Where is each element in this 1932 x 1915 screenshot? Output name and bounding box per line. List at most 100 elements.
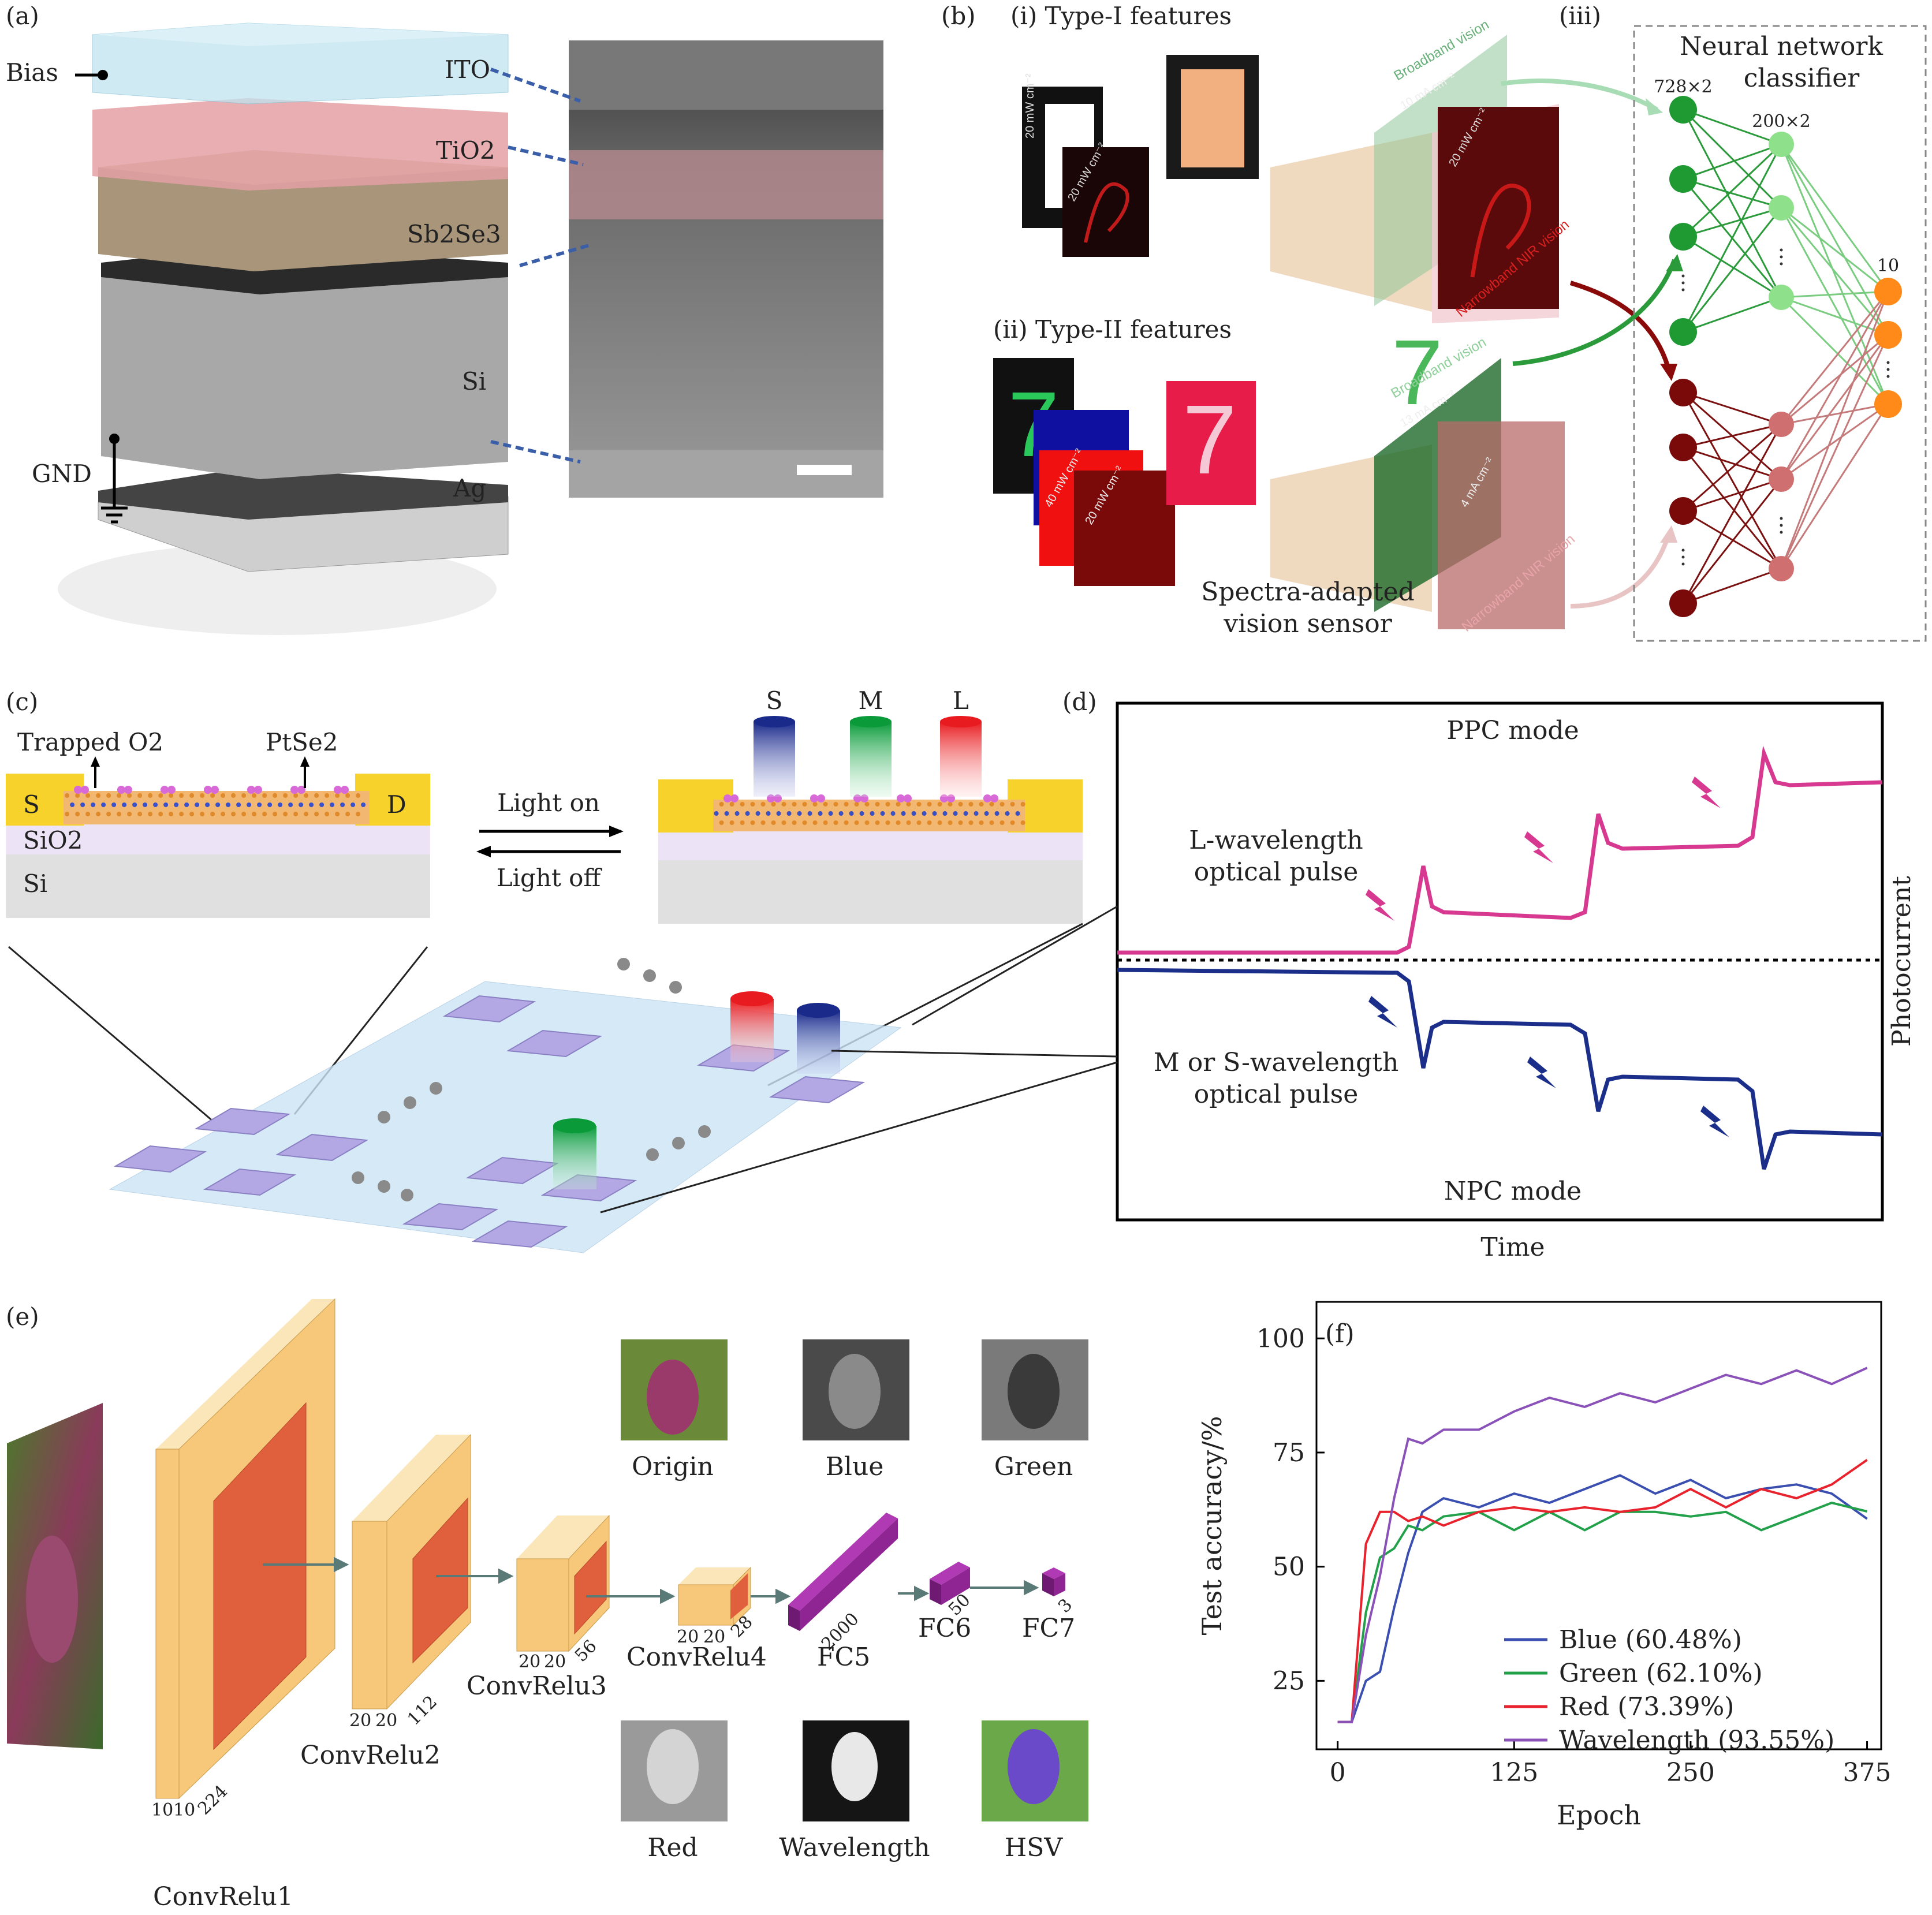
nn-edge: [1781, 290, 1889, 298]
lattice-atom: [241, 812, 247, 816]
lattice-atom: [771, 802, 776, 807]
nn-hidden-node: [1769, 556, 1794, 581]
convrelu1-block: [155, 1298, 335, 1800]
nn-title-1: Neural network: [1680, 32, 1883, 61]
nn-edge: [1780, 404, 1889, 569]
lattice-atom: [714, 811, 719, 816]
oxygen-molecule: [817, 794, 825, 802]
lattice-atom: [345, 812, 350, 816]
nn-hidden-node: [1769, 285, 1794, 310]
nn-ellipsis: [1886, 368, 1890, 371]
lattice-atom: [210, 793, 215, 798]
lattice-atom: [356, 812, 361, 816]
nn-edge: [1682, 392, 1782, 569]
lattice-atom: [750, 820, 755, 825]
led-l-label: L: [953, 686, 969, 715]
lattice-atom: [896, 820, 901, 825]
lattice-atom: [293, 793, 299, 798]
lightning-icon: [1524, 831, 1553, 863]
nn-input-node: [1669, 589, 1697, 617]
oxygen-molecule: [341, 786, 349, 794]
nn-edge: [1683, 478, 1782, 512]
lattice-atom: [1005, 811, 1010, 816]
lattice-atom: [999, 820, 1005, 825]
lattice-atom: [724, 811, 729, 816]
panel-d-label: (d): [1062, 688, 1097, 716]
nn-ellipsis: [1681, 555, 1685, 559]
svg-text:7: 7: [1183, 385, 1237, 495]
lattice-atom: [189, 793, 195, 798]
output-size: 10: [1877, 256, 1899, 276]
lattice-atom: [241, 793, 247, 798]
lattice-atom: [880, 811, 885, 816]
lattice-atom: [143, 802, 148, 807]
lightning-icon: [1527, 1057, 1556, 1088]
panel-c-label: (c): [6, 688, 38, 716]
lattice-atom: [148, 793, 153, 798]
lattice-atom: [948, 802, 953, 807]
lattice-atom: [968, 802, 974, 807]
oxygen-molecule: [74, 786, 82, 794]
nn-hidden-node: [1769, 412, 1794, 437]
device-shadow: [58, 543, 497, 635]
conv1-kernel: [213, 1402, 307, 1750]
lattice-atom: [729, 802, 734, 807]
photocurrent-axis-label: Photocurrent: [1887, 876, 1916, 1047]
lattice-atom: [236, 802, 241, 807]
convrelu2-block: [352, 1434, 471, 1710]
lattice-atom: [719, 802, 724, 807]
lattice-atom: [937, 802, 942, 807]
oxygen-molecule: [730, 794, 739, 802]
lattice-atom: [169, 793, 174, 798]
lattice-atom: [760, 802, 766, 807]
lattice-atom: [163, 802, 169, 807]
lattice-atom: [184, 802, 189, 807]
svg-text:HSV: HSV: [1005, 1833, 1064, 1862]
nn-hidden-node: [1769, 466, 1794, 492]
type2-label: (ii) Type-II features: [993, 315, 1232, 344]
nn-ellipsis: [1780, 255, 1783, 259]
panel-e: (e): [6, 1298, 1088, 1912]
hidden-size: 200×2: [1752, 111, 1810, 132]
lattice-atom: [148, 812, 153, 816]
ellipsis-dot: [669, 981, 682, 994]
y-axis-label: Test accuracy/%: [1196, 1416, 1228, 1636]
svg-text:Red: Red: [647, 1833, 698, 1862]
y-tick-label: 100: [1256, 1324, 1305, 1353]
lattice-atom: [999, 802, 1005, 807]
narrowband-image-1: [1438, 107, 1559, 309]
convrelu4-block: [678, 1566, 751, 1626]
nn-classifier-box: [1633, 25, 1927, 642]
ellipsis-dot: [617, 958, 630, 970]
svg-text:112: 112: [404, 1692, 441, 1729]
nn-ellipsis: [1681, 288, 1685, 292]
lattice-atom: [111, 802, 117, 807]
ellipsis-dot: [378, 1180, 390, 1193]
lattice-atom: [906, 802, 911, 807]
pixel-pad: [769, 1076, 866, 1104]
lattice-atom: [106, 793, 111, 798]
lattice-atom: [828, 811, 833, 816]
lattice-atom: [797, 811, 802, 816]
oxygen-molecule: [247, 786, 255, 794]
lattice-atom: [781, 802, 786, 807]
lattice-atom: [979, 802, 984, 807]
nn-edge: [1781, 334, 1889, 425]
lattice-atom: [807, 811, 812, 816]
led-short: [754, 722, 795, 797]
pixel-pad: [203, 1168, 297, 1196]
nn-edge: [1781, 403, 1889, 425]
lattice-atom: [200, 793, 205, 798]
nn-edge: [1781, 296, 1889, 336]
led-medium: [850, 722, 892, 797]
nn-edge: [1781, 403, 1889, 480]
nn-edge: [1682, 144, 1782, 333]
lattice-atom: [335, 812, 340, 816]
nn-edge: [1683, 296, 1782, 333]
nn-ellipsis: [1681, 281, 1685, 285]
oxygen-molecule: [161, 786, 169, 794]
nn-edge: [1780, 334, 1889, 480]
lightning-icon: [1692, 777, 1721, 808]
lattice-atom: [179, 812, 184, 816]
